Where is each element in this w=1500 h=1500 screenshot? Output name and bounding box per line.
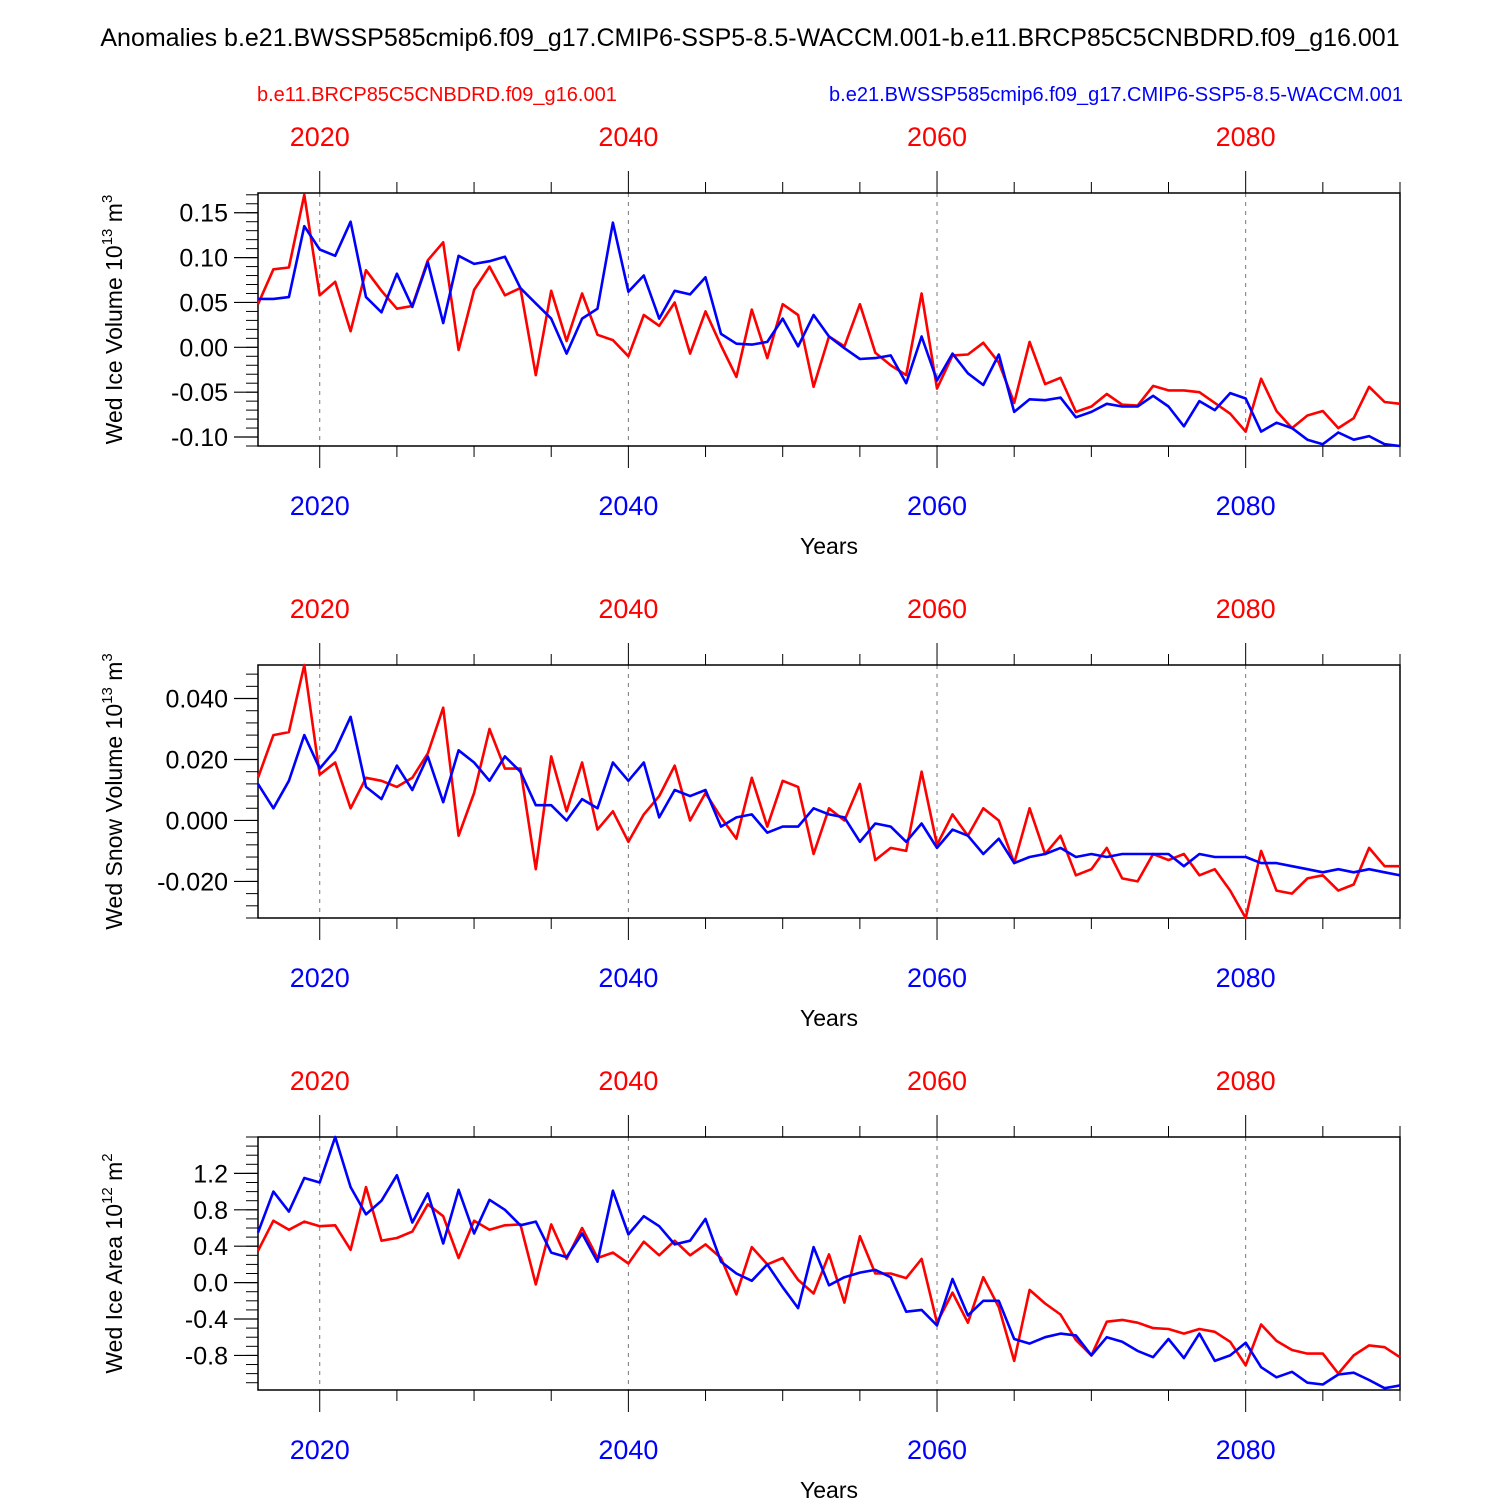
y-tick-label: 0.000	[165, 807, 228, 835]
y-axis-title-unit: m	[101, 1162, 127, 1188]
x-tick-label-top: 2040	[598, 122, 658, 152]
y-tick-label: 1.2	[193, 1160, 228, 1188]
legend-blue-series-name: b.e21.BWSSP585cmip6.f09_g17.CMIP6-SSP5-8…	[829, 84, 1403, 106]
y-tick-label: 0.040	[165, 686, 228, 714]
x-tick-label-top: 2080	[1216, 594, 1276, 624]
x-tick-label-bottom: 2080	[1216, 963, 1276, 993]
series-line-blue	[258, 220, 1401, 448]
y-tick-label: 0.15	[179, 200, 228, 228]
y-axis-title: Wed Ice Area 1012 m2	[99, 1153, 127, 1373]
x-tick-label-top: 2060	[907, 1066, 967, 1096]
x-axis-title: Years	[800, 533, 858, 559]
y-tick-label: -0.4	[185, 1306, 228, 1334]
x-tick-label-bottom: 2020	[290, 963, 350, 993]
y-tick-label: 0.8	[193, 1197, 228, 1225]
x-tick-label-top: 2080	[1216, 122, 1276, 152]
y-tick-label: 0.05	[179, 289, 228, 317]
y-tick-label: -0.05	[171, 379, 228, 407]
y-axis-title: Wed Ice Volume 1013 m3	[99, 195, 127, 445]
series-line-blue	[256, 1135, 1401, 1390]
x-tick-label-top: 2060	[907, 594, 967, 624]
x-tick-label-bottom: 2040	[598, 491, 658, 521]
x-tick-label-top: 2040	[598, 1066, 658, 1096]
x-tick-label-top: 2020	[290, 1066, 350, 1096]
x-tick-label-bottom: 2060	[907, 1435, 967, 1465]
panels-group: -0.10-0.050.000.050.100.1520202020204020…	[99, 122, 1401, 1500]
chart-title: Anomalies b.e21.BWSSP585cmip6.f09_g17.CM…	[100, 24, 1399, 52]
y-axis-title-unit-exponent: 3	[99, 195, 116, 203]
plot-frame	[257, 664, 1401, 919]
y-tick-label: 0.10	[179, 245, 228, 273]
chart-panel-1: -0.10 -0.05 0.00 0.05 0.10 0.15 2020 2020 2040 20…	[99, 122, 1401, 559]
y-axis-title-unit: m	[101, 662, 127, 688]
y-tick-label: 0.4	[193, 1233, 228, 1261]
x-axis-title: Years	[800, 1477, 858, 1500]
legend-red-series-name: b.e11.BRCP85C5CNBDRD.f09_g16.001	[257, 84, 617, 106]
x-tick-label-top: 2080	[1216, 1066, 1276, 1096]
x-axis-title: Years	[800, 1005, 858, 1031]
x-tick-label-bottom: 2020	[290, 491, 350, 521]
chart-panel-2: -0.020 0.000 0.020 0.040 2020 2020 2040 2040 206…	[99, 594, 1401, 1031]
x-tick-label-top: 2060	[907, 122, 967, 152]
y-axis-title-text: Wed Ice Area 10	[101, 1204, 127, 1374]
x-tick-label-bottom: 2080	[1216, 491, 1276, 521]
series-line-red	[256, 1185, 1401, 1375]
y-axis-title-text: Wed Ice Volume 10	[101, 245, 127, 444]
series-line-blue	[256, 715, 1401, 877]
plot-frame	[257, 1136, 1401, 1391]
x-tick-label-bottom: 2040	[598, 1435, 658, 1465]
y-axis-title-exponent: 13	[99, 229, 116, 246]
y-axis-title: Wed Snow Volume 1013 m3	[99, 653, 127, 929]
y-axis-title-unit-exponent: 2	[99, 1153, 116, 1161]
y-tick-label: 0.0	[193, 1270, 228, 1298]
x-tick-label-top: 2020	[290, 122, 350, 152]
x-tick-label-bottom: 2040	[598, 963, 658, 993]
x-tick-label-top: 2020	[290, 594, 350, 624]
chart-panel-3: -0.8 -0.4 0.0 0.4 0.8 1.2 2020 2020 2040 2040 2060…	[99, 1066, 1401, 1500]
x-tick-label-bottom: 2020	[290, 1435, 350, 1465]
y-tick-label: 0.020	[165, 746, 228, 774]
y-axis-title-exponent: 12	[99, 1187, 116, 1204]
y-axis-title-unit-exponent: 3	[99, 653, 116, 661]
series-line-red	[256, 663, 1400, 920]
y-tick-label: -0.10	[171, 424, 228, 452]
x-tick-label-top: 2040	[598, 594, 658, 624]
x-tick-label-bottom: 2060	[907, 491, 967, 521]
x-tick-label-bottom: 2080	[1216, 1435, 1276, 1465]
y-axis-title-unit: m	[101, 203, 127, 229]
y-tick-label: -0.8	[185, 1342, 228, 1370]
x-tick-label-bottom: 2060	[907, 963, 967, 993]
y-tick-label: -0.020	[157, 868, 228, 896]
y-tick-label: 0.00	[179, 334, 228, 362]
y-axis-title-exponent: 13	[99, 687, 116, 704]
y-axis-title-text: Wed Snow Volume 10	[101, 704, 127, 930]
plot-frame	[257, 192, 1401, 447]
